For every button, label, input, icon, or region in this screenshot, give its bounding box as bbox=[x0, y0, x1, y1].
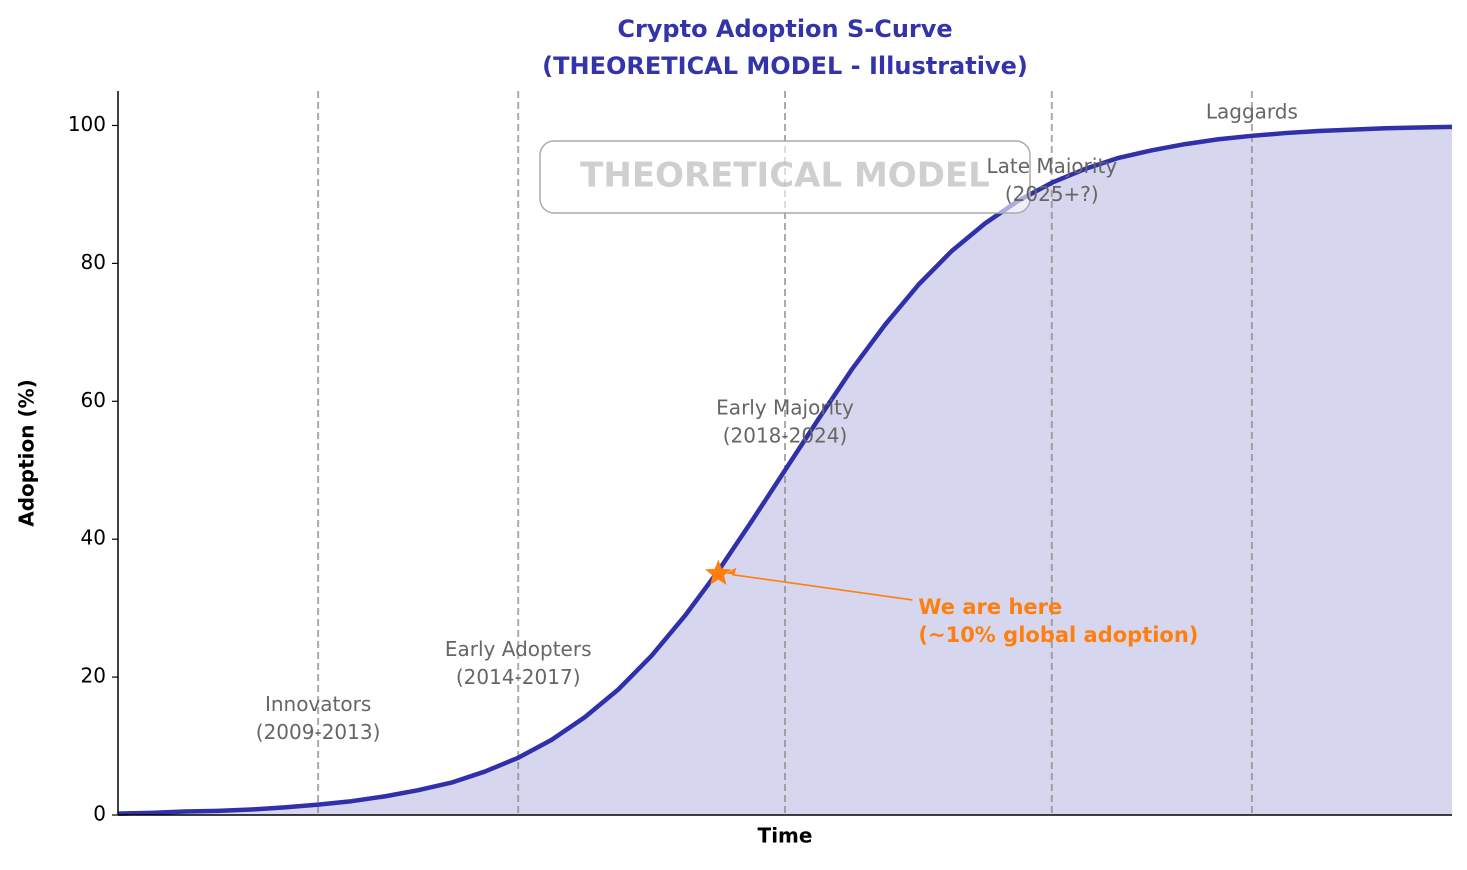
y-axis-label: Adoption (%) bbox=[15, 379, 39, 527]
chart-subtitle: (THEORETICAL MODEL - Illustrative) bbox=[542, 52, 1028, 80]
phase-label-line: (2009-2013) bbox=[256, 720, 381, 744]
phase-label: Laggards bbox=[1206, 99, 1298, 123]
y-tick-label: 40 bbox=[81, 526, 106, 550]
annotation-arrow bbox=[732, 573, 913, 601]
annotation-line: We are here bbox=[918, 595, 1062, 619]
phase-label-line: Laggards bbox=[1206, 99, 1298, 123]
chart-title: Crypto Adoption S-Curve bbox=[617, 15, 952, 43]
y-tick-label: 80 bbox=[81, 250, 106, 274]
watermark-box bbox=[539, 140, 1031, 214]
y-tick-label: 100 bbox=[68, 112, 106, 136]
phase-label-line: Innovators bbox=[265, 692, 371, 716]
annotation-line: (~10% global adoption) bbox=[918, 623, 1198, 647]
y-tick-label: 0 bbox=[93, 802, 106, 826]
phase-label-line: Late Majority bbox=[986, 154, 1117, 178]
marker-star bbox=[704, 559, 732, 585]
phase-label: Late Majority (2025+?) bbox=[986, 154, 1117, 206]
phase-label-line: (2025+?) bbox=[1005, 182, 1099, 206]
phase-label: Early Adopters (2014-2017) bbox=[445, 636, 592, 688]
arrow-head bbox=[726, 567, 737, 575]
phase-label-line: (2018-2024) bbox=[723, 423, 848, 447]
annotation: We are here (~10% global adoption) bbox=[918, 595, 1198, 647]
line bbox=[117, 124, 1453, 816]
watermark: THEORETICAL MODEL bbox=[580, 156, 990, 196]
phase-label: Innovators (2009-2013) bbox=[256, 692, 381, 744]
y-tick-label: 60 bbox=[81, 388, 106, 412]
x-axis-label: Time bbox=[758, 824, 813, 848]
phase-label-line: Early Adopters bbox=[445, 636, 592, 660]
phase-label-line: (2014-2017) bbox=[456, 664, 581, 688]
phase-label-line: Early Majority bbox=[716, 395, 854, 419]
y-tick-label: 20 bbox=[81, 664, 106, 688]
phase-label: Early Majority (2018-2024) bbox=[716, 395, 854, 447]
